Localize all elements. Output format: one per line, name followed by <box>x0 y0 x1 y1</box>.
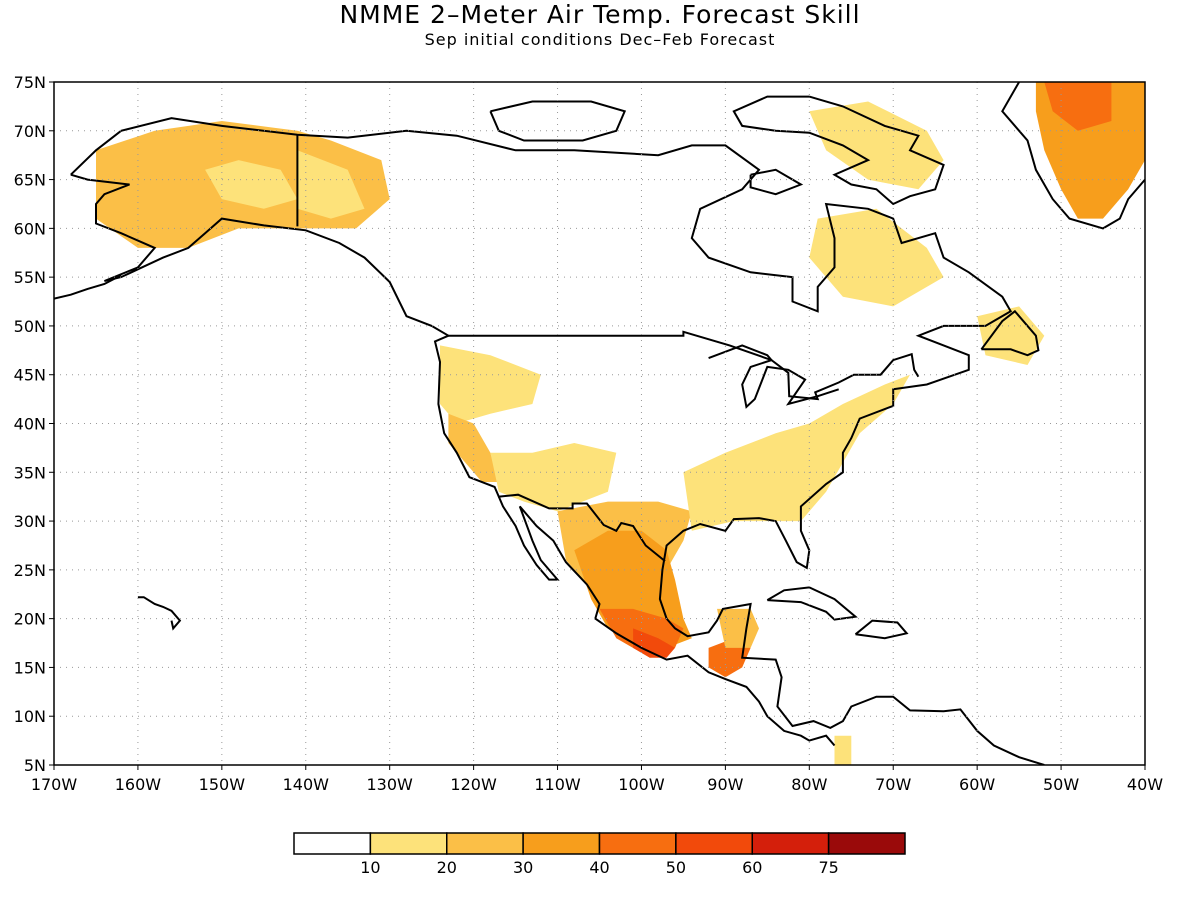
lat-tick-label: 30N <box>14 512 46 531</box>
coastlines <box>54 82 1145 765</box>
lon-tick-label: 90W <box>707 775 743 794</box>
colorbar-swatch <box>751 832 830 855</box>
colorbar-swatch <box>293 832 372 855</box>
lat-tick-label: 15N <box>14 658 46 677</box>
lat-tick-label: 75N <box>14 73 46 92</box>
lon-tick-label: 130W <box>367 775 414 794</box>
coastline-us-mexico-border <box>497 493 666 562</box>
colorbar-swatch <box>446 832 524 855</box>
coastline-baffin-island <box>732 95 945 206</box>
lon-tick-label: 80W <box>791 775 827 794</box>
skill-region-us-pacific-northwest <box>440 345 541 424</box>
lon-tick-label: 60W <box>959 775 995 794</box>
lon-tick-label: 160W <box>115 775 162 794</box>
colorbar-swatch <box>675 832 753 855</box>
colorbar-label: 10 <box>360 858 380 877</box>
lat-tick-label: 25N <box>14 561 46 580</box>
coastline-hawaii <box>137 596 182 631</box>
skill-region-yukon <box>297 150 365 219</box>
lat-tick-label: 5N <box>24 756 46 775</box>
chart-title: NMME 2–Meter Air Temp. Forecast Skill <box>339 0 861 29</box>
lat-tick-label: 60N <box>14 219 46 238</box>
skill-region-oaxaca <box>633 628 675 658</box>
coastline-north-america-coast <box>70 117 1045 765</box>
lat-tick-label: 10N <box>14 707 46 726</box>
skill-region-alaska-interior <box>205 160 298 209</box>
lat-tick-label: 20N <box>14 610 46 629</box>
skill-region-baffin-island <box>809 101 944 190</box>
coastline-victoria-island <box>489 100 627 142</box>
lon-tick-label: 140W <box>283 775 330 794</box>
colorbar-label: 20 <box>437 858 457 877</box>
skill-regions <box>96 82 1145 765</box>
coastline-newfoundland <box>980 309 1040 357</box>
lon-tick-label: 170W <box>31 775 78 794</box>
lon-tick-label: 50W <box>1043 775 1079 794</box>
lat-tick-label: 35N <box>14 463 46 482</box>
lon-tick-label: 120W <box>450 775 497 794</box>
colorbar: 10 20 30 40 50 60 75 <box>293 832 906 877</box>
lat-tick-label: 45N <box>14 366 46 385</box>
lon-tick-label: 70W <box>875 775 911 794</box>
skill-region-us-southwest <box>490 443 617 512</box>
lon-tick-label: 100W <box>618 775 665 794</box>
coastline-cuba <box>766 586 858 621</box>
lon-tick-label: 110W <box>534 775 581 794</box>
lat-tick-label: 70N <box>14 122 46 141</box>
skill-region-hudson-bay-east <box>809 208 944 307</box>
lat-tick-label: 65N <box>14 171 46 190</box>
skill-region-colombia-spot <box>834 735 852 765</box>
colorbar-swatch <box>369 832 448 855</box>
coastline-great-lakes <box>708 344 840 409</box>
colorbar-label: 30 <box>513 858 533 877</box>
lon-tick-label: 40W <box>1127 775 1163 794</box>
longitude-ticks: 170W 160W 150W 140W 130W 120W 110W 100W 90W 80W 70… <box>31 765 1163 794</box>
lat-tick-label: 50N <box>14 317 46 336</box>
colorbar-label: 50 <box>666 858 686 877</box>
skill-region-california <box>448 413 499 482</box>
chart-subtitle: Sep initial conditions Dec–Feb Forecast <box>424 30 776 49</box>
colorbar-swatch <box>827 832 906 855</box>
lon-tick-label: 150W <box>199 775 246 794</box>
coastline-aleutians <box>54 274 122 300</box>
colorbar-label: 40 <box>589 858 609 877</box>
skill-region-us-southeast-and-east <box>683 374 910 531</box>
colorbar-swatch <box>522 832 601 855</box>
colorbar-label: 75 <box>818 858 838 877</box>
coastline-hispaniola <box>854 619 909 640</box>
colorbar-swatch <box>598 832 677 855</box>
coastline-southampton-island <box>749 168 804 196</box>
lat-tick-label: 55N <box>14 268 46 287</box>
lat-tick-label: 40N <box>14 415 46 434</box>
latitude-ticks: 5N 10N 15N 20N 25N 30N 35N 40N 45N 50N 55N 60N 65N 70… <box>14 73 54 775</box>
skill-region-guatemala <box>708 638 751 678</box>
colorbar-label: 60 <box>742 858 762 877</box>
